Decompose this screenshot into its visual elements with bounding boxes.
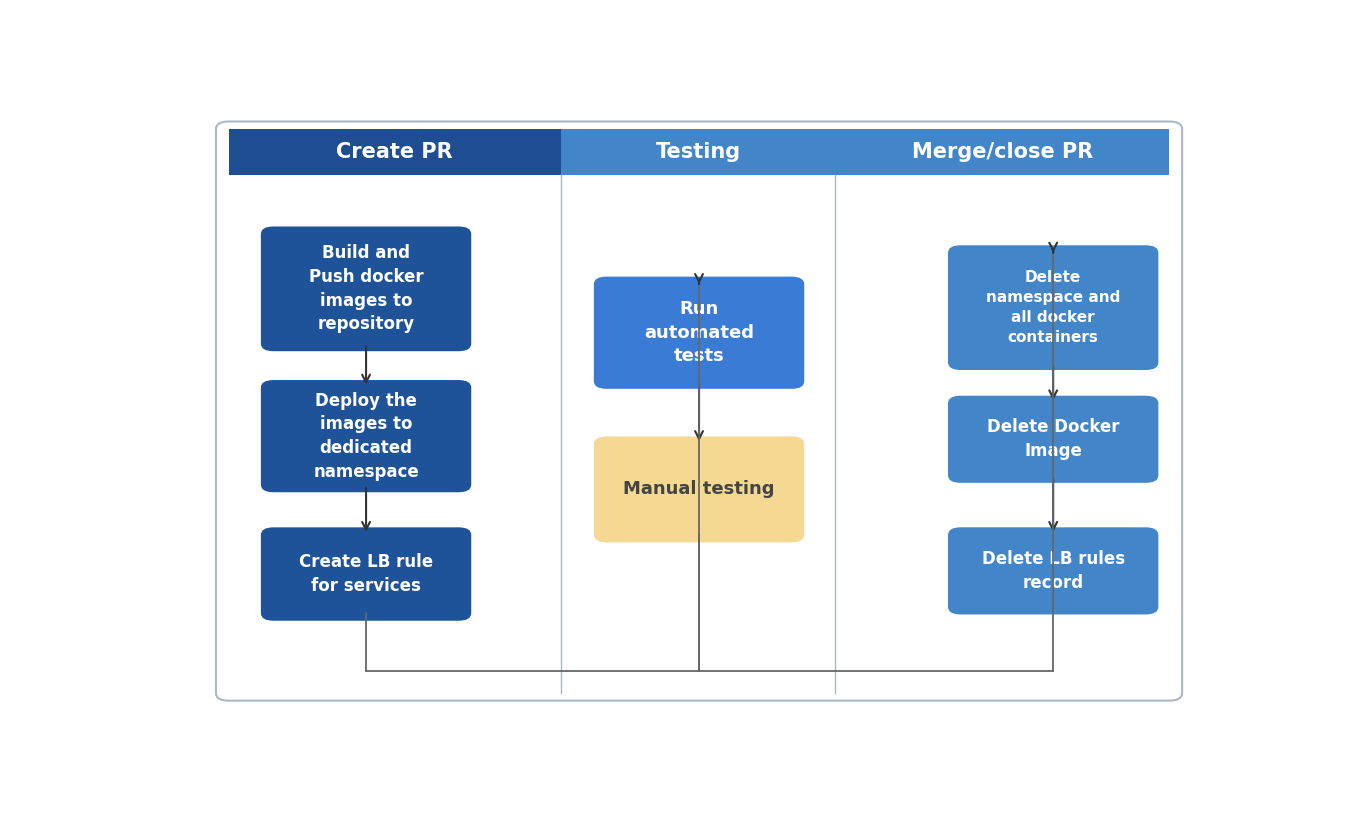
FancyBboxPatch shape <box>948 396 1158 483</box>
Text: Delete
namespace and
all docker
containers: Delete namespace and all docker containe… <box>986 270 1120 345</box>
Text: Manual testing: Manual testing <box>623 480 775 498</box>
Text: Merge/close PR: Merge/close PR <box>913 142 1093 162</box>
Text: Deploy the
images to
dedicated
namespace: Deploy the images to dedicated namespace <box>314 392 419 480</box>
FancyBboxPatch shape <box>216 121 1183 701</box>
FancyBboxPatch shape <box>948 245 1158 370</box>
Text: Build and
Push docker
images to
repository: Build and Push docker images to reposito… <box>308 244 423 333</box>
FancyBboxPatch shape <box>593 277 805 389</box>
Bar <box>561 129 836 175</box>
Text: Delete LB rules
record: Delete LB rules record <box>982 550 1125 592</box>
Text: Create LB rule
for services: Create LB rule for services <box>299 554 434 595</box>
Bar <box>836 129 1169 175</box>
Text: Testing: Testing <box>656 142 741 162</box>
FancyBboxPatch shape <box>593 436 805 542</box>
FancyBboxPatch shape <box>261 380 471 492</box>
Text: Create PR: Create PR <box>337 142 453 162</box>
Bar <box>229 129 561 175</box>
FancyBboxPatch shape <box>261 226 471 351</box>
FancyBboxPatch shape <box>948 527 1158 615</box>
Text: Delete Docker
Image: Delete Docker Image <box>988 418 1120 460</box>
Text: Run
automated
tests: Run automated tests <box>644 300 754 365</box>
FancyBboxPatch shape <box>261 527 471 621</box>
